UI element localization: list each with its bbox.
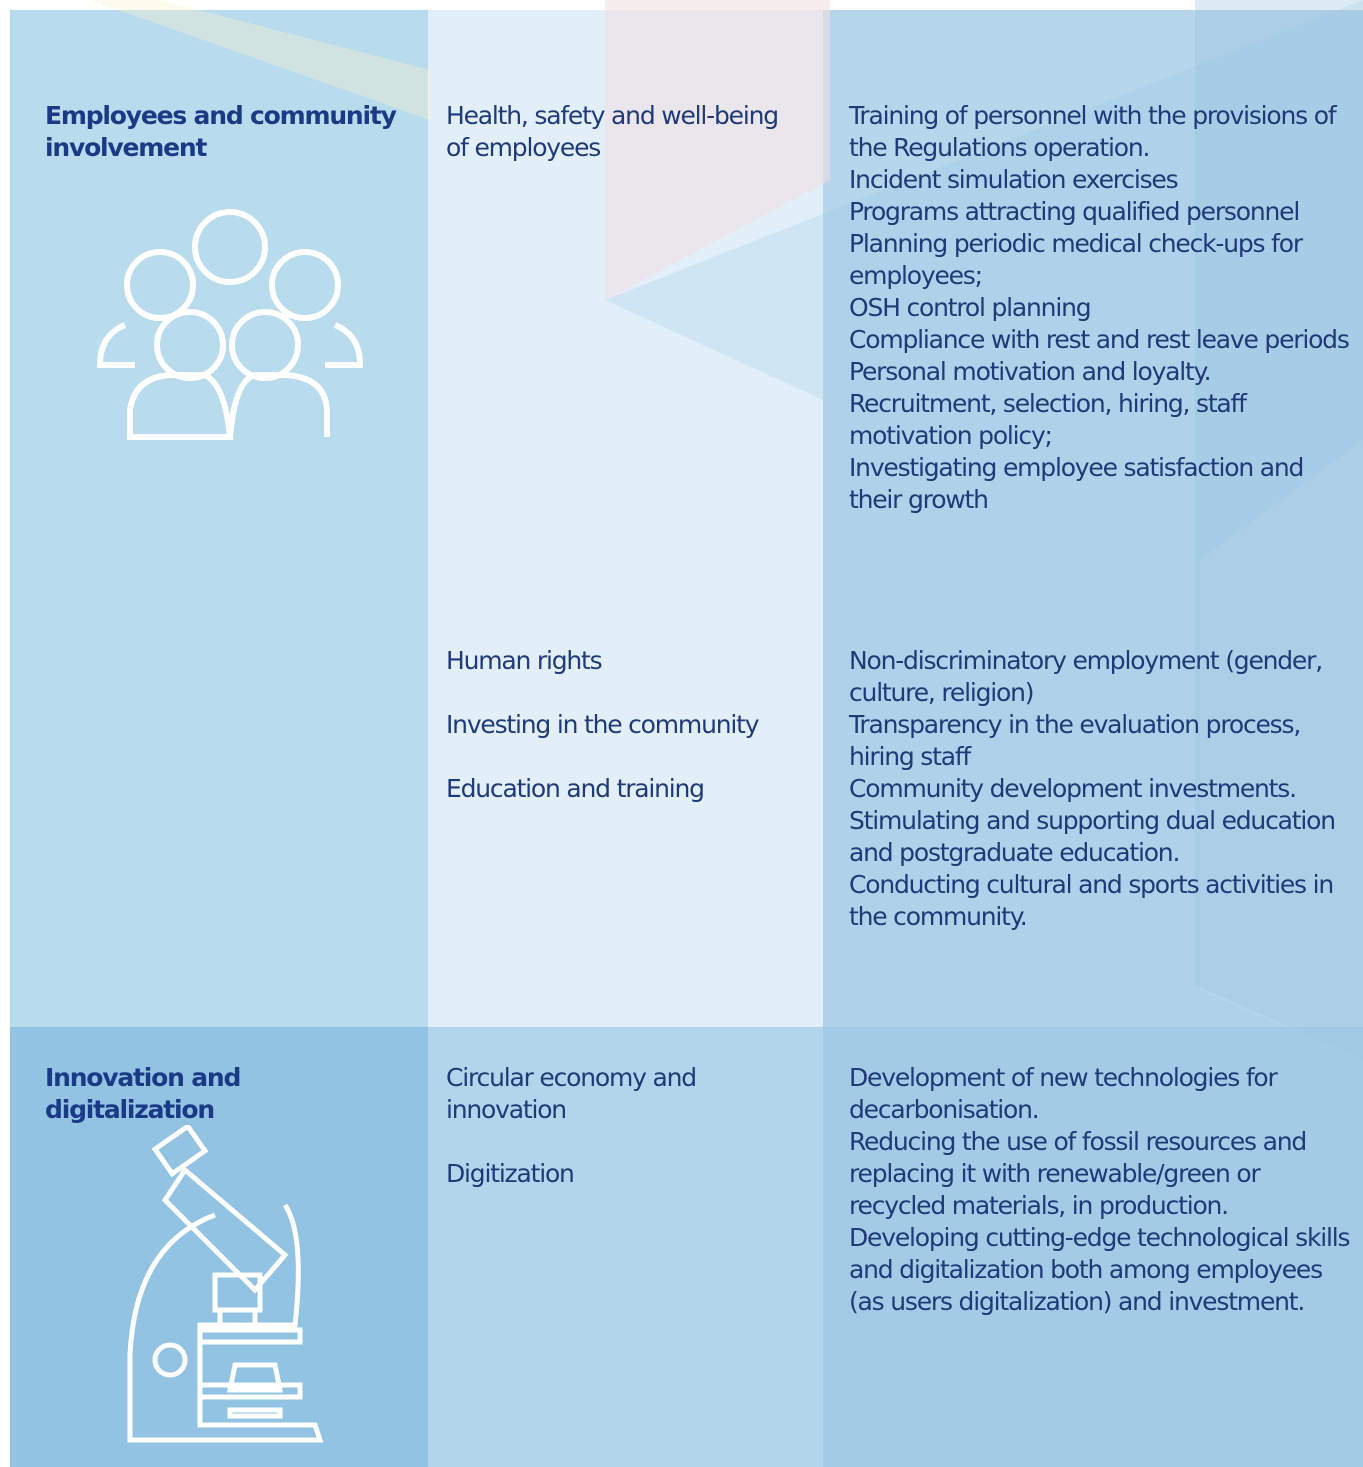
action-item: Non-discriminatory employment (gender, c… bbox=[849, 646, 1323, 707]
action-item: Development of new technologies for deca… bbox=[849, 1063, 1278, 1124]
action-item: Investigating employee satisfaction and … bbox=[849, 453, 1304, 514]
topic: Digitization bbox=[446, 1159, 575, 1188]
cell bbox=[823, 1027, 1363, 1467]
topic: Investing in the community bbox=[446, 710, 760, 739]
topic: Education and training bbox=[446, 774, 705, 803]
action-item: Planning periodic medical check-ups for … bbox=[849, 229, 1303, 290]
topic: Human rights bbox=[446, 646, 603, 675]
topic-list: Human rights Investing in the community Ed… bbox=[446, 645, 806, 837]
action-item: Transparency in the evaluation process, … bbox=[849, 710, 1301, 771]
action-item: Programs attracting qualified personnel bbox=[849, 197, 1300, 226]
topic-list: Circular economy and innovation Digitizat… bbox=[446, 1062, 806, 1222]
action-list: Non-discriminatory employment (gender, c… bbox=[849, 645, 1354, 933]
cell bbox=[428, 1027, 823, 1467]
action-item: Community development investments. bbox=[849, 774, 1297, 803]
category-title: Innovation and digitalization bbox=[45, 1063, 241, 1124]
action-item: Recruitment, selection, hiring, staff mo… bbox=[849, 389, 1247, 450]
cell bbox=[10, 1027, 428, 1467]
action-list: Development of new technologies for deca… bbox=[849, 1062, 1354, 1318]
action-item: Incident simulation exercises bbox=[849, 165, 1179, 194]
cell bbox=[823, 10, 1363, 1027]
topic: Circular economy and innovation bbox=[446, 1063, 697, 1124]
cell bbox=[10, 10, 428, 1027]
topic: Health, safety and well-being of employe… bbox=[446, 101, 779, 162]
action-item: Conducting cultural and sports activitie… bbox=[849, 870, 1334, 931]
people-icon bbox=[96, 209, 364, 440]
action-item: OSH control planning bbox=[849, 293, 1092, 322]
action-item: Developing cutting-edge technological sk… bbox=[849, 1223, 1351, 1316]
microscope-icon bbox=[127, 1125, 324, 1443]
topic-list: Health, safety and well-being of employe… bbox=[446, 100, 806, 196]
action-item: Training of personnel with the provision… bbox=[849, 101, 1337, 162]
category-title: Employees and community involvement bbox=[45, 101, 397, 162]
action-item: Personal motivation and loyalty. bbox=[849, 357, 1212, 386]
action-item: Compliance with rest and rest leave peri… bbox=[849, 325, 1350, 354]
action-item: Stimulating and supporting dual educatio… bbox=[849, 806, 1336, 867]
action-item: Reducing the use of fossil resources and… bbox=[849, 1127, 1307, 1220]
action-list: Training of personnel with the provision… bbox=[849, 100, 1354, 516]
